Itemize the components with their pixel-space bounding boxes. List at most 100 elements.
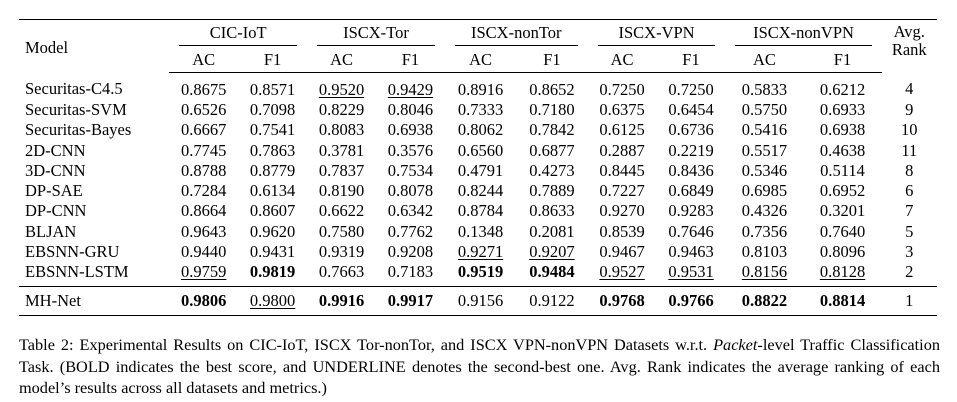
- score-cell: 0.8784: [445, 201, 516, 221]
- avg-rank-cell: 3: [905, 242, 914, 262]
- score-cell: 0.8083: [307, 120, 376, 140]
- score-cell: 0.9531: [657, 262, 726, 287]
- score-value: 0.6952: [819, 181, 866, 201]
- score-cell: 0.9283: [657, 201, 726, 221]
- score-cell: 0.8156: [725, 262, 803, 287]
- score-value: 0.5416: [741, 120, 788, 140]
- score-value: 0.8633: [529, 201, 575, 221]
- score-value: 0.6454: [668, 99, 714, 119]
- score-value: 0.6877: [529, 140, 575, 160]
- score-value: 0.7580: [318, 221, 365, 241]
- score-value: 0.7250: [668, 79, 714, 99]
- score-cell: 0.9319: [307, 241, 376, 261]
- score-cell: 0.9270: [588, 201, 657, 221]
- score-value: 0.6342: [387, 201, 434, 221]
- table-body: Securitas-C4.5 0.8675 0.8571 0.9520 0.9429 0.…: [19, 73, 937, 316]
- score-cell: 0.5114: [804, 160, 882, 180]
- score-cell: 0.6985: [725, 180, 803, 200]
- table-row: 2D-CNN 0.7745 0.7863 0.3781 0.3576 0.6560 0.68…: [19, 140, 937, 160]
- score-cell: 0.9620: [238, 221, 307, 241]
- score-value: 0.8229: [318, 99, 365, 119]
- table-row: BLJAN 0.9643 0.9620 0.7580 0.7762 0.1348 0.208…: [19, 221, 937, 241]
- header-avg-rank: Avg. Rank: [881, 19, 937, 73]
- score-cell: 0.8062: [445, 120, 516, 140]
- score-cell: 0.6125: [588, 120, 657, 140]
- score-cell: 0.8652: [516, 73, 587, 100]
- score-cell: 0.8190: [307, 180, 376, 200]
- score-cell: 0.7842: [516, 120, 587, 140]
- score-cell: 0.9643: [169, 221, 238, 241]
- score-value: 0.6985: [741, 181, 788, 201]
- score-value: 0.9207: [529, 242, 575, 262]
- score-value: 0.8083: [318, 120, 365, 140]
- score-value: 0.7284: [180, 181, 227, 201]
- score-cell: 0.7284: [169, 180, 238, 200]
- score-cell: 0.9156: [444, 285, 517, 316]
- score-value: 0.9270: [599, 201, 645, 221]
- score-value: 0.8190: [318, 181, 365, 201]
- score-value: 0.9208: [387, 242, 434, 262]
- score-value: 0.3201: [819, 201, 866, 221]
- header-group-iscx-nonvpn: ISCX-nonVPN: [725, 19, 882, 46]
- score-value: 0.7541: [249, 120, 296, 140]
- rank-label-line1: Avg.: [893, 22, 925, 41]
- score-value: 0.8916: [457, 79, 504, 99]
- score-value: 0.8445: [599, 160, 645, 180]
- score-value: 0.9819: [249, 262, 296, 282]
- score-cell: 0.3201: [804, 201, 882, 221]
- table-row: DP-CNN 0.8664 0.8607 0.6622 0.6342 0.8784 0.86…: [19, 201, 937, 221]
- score-value: 0.9519: [457, 262, 504, 282]
- score-cell: 0.8078: [376, 180, 445, 200]
- avg-rank-cell: 4: [905, 79, 914, 99]
- score-cell: 0.6938: [804, 120, 882, 140]
- score-cell: 0.8445: [588, 160, 657, 180]
- score-cell: 0.2887: [588, 140, 657, 160]
- model-name: Securitas-SVM: [25, 99, 127, 119]
- score-cell: 0.2219: [657, 140, 726, 160]
- avg-rank-cell: 8: [905, 160, 914, 180]
- score-value: 0.8046: [387, 99, 434, 119]
- score-cell: 0.7580: [307, 221, 376, 241]
- header-metric-ac: AC: [725, 46, 804, 73]
- score-value: 0.4791: [457, 160, 504, 180]
- score-value: 0.7640: [819, 221, 866, 241]
- model-name: EBSNN-LSTM: [25, 262, 129, 282]
- score-cell: 0.4326: [725, 201, 803, 221]
- score-cell: 0.8229: [307, 99, 376, 119]
- score-cell: 0.9819: [238, 262, 307, 287]
- group-label: ISCX-Tor: [317, 23, 435, 46]
- score-value: 0.2219: [668, 140, 714, 160]
- score-value: 0.9440: [180, 242, 227, 262]
- score-value: 0.7356: [741, 221, 788, 241]
- score-value: 0.8103: [741, 242, 788, 262]
- score-cell: 0.8539: [588, 221, 657, 241]
- score-value: 0.9467: [599, 242, 645, 262]
- score-value: 0.9271: [457, 242, 504, 262]
- score-cell: 0.7534: [376, 160, 445, 180]
- header-metric-f1: F1: [238, 46, 308, 73]
- score-value: 0.3576: [387, 140, 434, 160]
- score-cell: 0.6933: [804, 99, 882, 119]
- table-row: Securitas-Bayes 0.6667 0.7541 0.8083 0.6938 0…: [19, 120, 937, 140]
- score-cell: 0.9519: [445, 262, 516, 287]
- score-value: 0.9156: [457, 291, 504, 311]
- score-cell: 0.9800: [238, 285, 308, 316]
- score-cell: 0.6736: [657, 120, 726, 140]
- score-cell: 0.6849: [657, 180, 726, 200]
- model-name: Securitas-C4.5: [25, 79, 123, 99]
- score-value: 0.9429: [387, 79, 434, 99]
- score-value: 0.6938: [387, 120, 434, 140]
- score-cell: 0.9917: [375, 285, 445, 316]
- caption-text-2: -level Traffic Classification Task. (BOL…: [19, 335, 940, 397]
- score-cell: 0.8788: [169, 160, 238, 180]
- rank-label-line2: Rank: [891, 40, 927, 59]
- table-row: EBSNN-LSTM 0.9759 0.9819 0.7663 0.7183 0.9519…: [19, 262, 937, 287]
- score-value: 0.6933: [819, 99, 866, 119]
- score-cell: 0.4273: [516, 160, 587, 180]
- score-cell: 0.8814: [803, 285, 882, 316]
- score-value: 0.8788: [180, 160, 227, 180]
- score-value: 0.7646: [668, 221, 714, 241]
- model-name: 2D-CNN: [25, 140, 86, 160]
- group-label: CIC-IoT: [179, 23, 298, 46]
- score-cell: 0.9207: [516, 241, 587, 261]
